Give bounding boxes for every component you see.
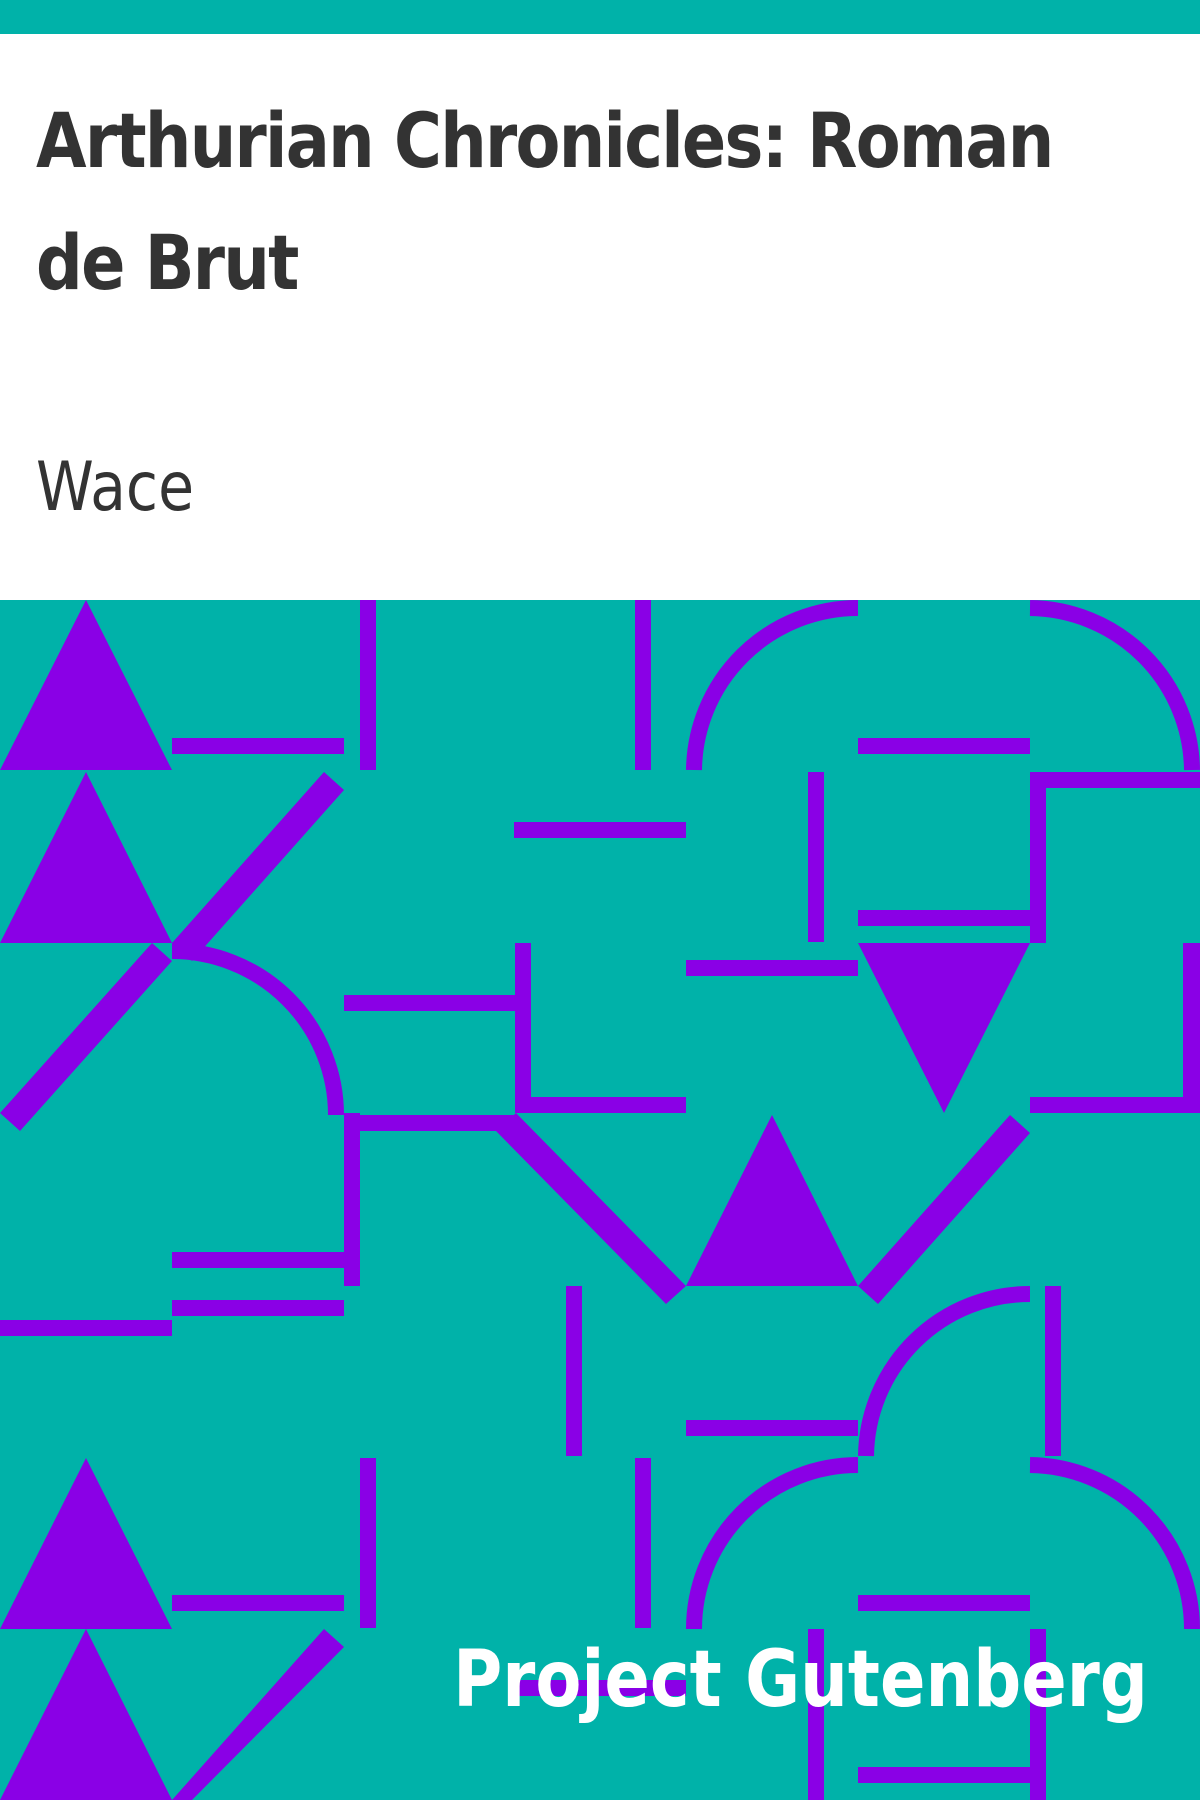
horizontal-bar	[516, 1097, 686, 1113]
horizontal-bar	[344, 995, 516, 1011]
top-band	[0, 0, 1200, 34]
horizontal-bar	[344, 1115, 516, 1131]
horizontal-bar	[514, 1680, 686, 1696]
publisher-name: Project Gutenberg	[453, 1635, 1148, 1725]
diagonal-bar	[172, 1629, 344, 1800]
triangle-shape	[0, 1629, 172, 1800]
vertical-bar	[808, 772, 824, 942]
vertical-bar	[1045, 1286, 1061, 1456]
diagonal-bar	[496, 1113, 686, 1304]
triangle-shape	[0, 600, 172, 770]
vertical-bar	[635, 1458, 651, 1628]
cover-pattern	[0, 600, 1200, 1800]
triangle-shape	[0, 1458, 172, 1629]
diagonal-bar	[172, 772, 344, 961]
arc-shape	[1029, 600, 1200, 771]
title-area	[0, 34, 1200, 600]
vertical-bar	[566, 1286, 582, 1456]
horizontal-bar	[172, 1252, 344, 1268]
vertical-bar	[515, 943, 531, 1113]
vertical-bar	[344, 1113, 360, 1286]
arc-shape	[1029, 1457, 1200, 1630]
pattern-arcs	[171, 600, 1200, 1630]
vertical-bar	[635, 600, 651, 770]
arc-shape	[686, 1457, 859, 1630]
vertical-bar	[360, 600, 376, 770]
horizontal-bar	[858, 910, 1030, 926]
horizontal-bar	[514, 822, 686, 838]
horizontal-bar	[0, 1320, 172, 1336]
arc-shape	[686, 600, 859, 771]
pattern-shapes	[0, 600, 1200, 1800]
arc-shape	[171, 943, 344, 1116]
book-title: Arthurian Chronicles: Roman de Brut	[36, 96, 1054, 307]
horizontal-bar	[172, 1300, 344, 1316]
vertical-bar	[1183, 943, 1200, 1113]
vertical-bar	[360, 1458, 376, 1628]
triangle-shape	[858, 943, 1030, 1113]
horizontal-bar	[858, 738, 1030, 754]
author-name: Wace	[36, 448, 195, 527]
triangle-shape	[0, 772, 172, 943]
horizontal-bar	[172, 1595, 344, 1611]
vertical-bar	[1030, 1629, 1046, 1800]
horizontal-bar	[686, 960, 858, 976]
diagonal-bar	[0, 943, 172, 1131]
triangle-shape	[686, 1115, 858, 1286]
vertical-bar	[808, 1629, 824, 1800]
horizontal-bar	[858, 1767, 1030, 1783]
arc-shape	[858, 1286, 1031, 1457]
horizontal-bar	[858, 1595, 1030, 1611]
diagonal-bar	[858, 1115, 1030, 1304]
horizontal-bar	[1030, 1097, 1200, 1113]
horizontal-bar	[686, 1420, 858, 1436]
horizontal-bar	[172, 738, 344, 754]
